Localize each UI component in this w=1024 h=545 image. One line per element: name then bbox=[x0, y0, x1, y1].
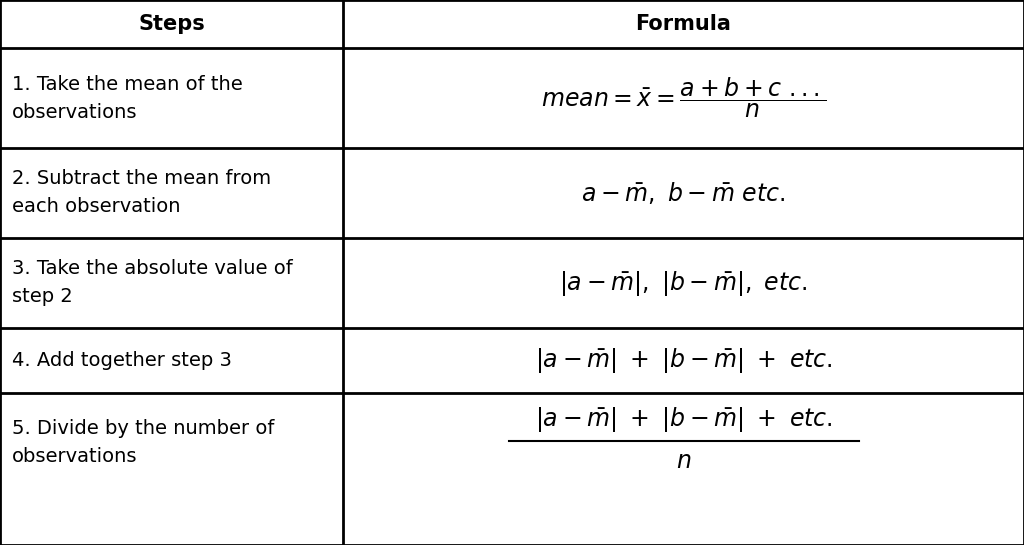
Text: 5. Divide by the number of
observations: 5. Divide by the number of observations bbox=[12, 420, 274, 467]
Text: $|a - \bar{m}|\ +\ |b - \bar{m}|\ +\ etc.$: $|a - \bar{m}|\ +\ |b - \bar{m}|\ +\ etc… bbox=[535, 346, 833, 375]
Text: $mean = \bar{x} = \dfrac{a + b + c\ ...}{n}$: $mean = \bar{x} = \dfrac{a + b + c\ ...}… bbox=[541, 76, 826, 120]
Text: $|a - \bar{m}|,\ |b - \bar{m}|,\ etc.$: $|a - \bar{m}|,\ |b - \bar{m}|,\ etc.$ bbox=[559, 269, 808, 298]
Text: Steps: Steps bbox=[138, 14, 205, 34]
Text: $n$: $n$ bbox=[676, 449, 691, 473]
Text: $a - \bar{m},\ b - \bar{m}\ etc.$: $a - \bar{m},\ b - \bar{m}\ etc.$ bbox=[582, 180, 785, 206]
Text: 3. Take the absolute value of
step 2: 3. Take the absolute value of step 2 bbox=[12, 259, 293, 306]
Text: Formula: Formula bbox=[636, 14, 731, 34]
Text: 4. Add together step 3: 4. Add together step 3 bbox=[12, 351, 231, 370]
Text: 2. Subtract the mean from
each observation: 2. Subtract the mean from each observati… bbox=[12, 169, 271, 216]
Text: $|a - \bar{m}|\ +\ |b - \bar{m}|\ +\ etc.$: $|a - \bar{m}|\ +\ |b - \bar{m}|\ +\ etc… bbox=[535, 404, 833, 433]
Text: 1. Take the mean of the
observations: 1. Take the mean of the observations bbox=[12, 75, 243, 122]
